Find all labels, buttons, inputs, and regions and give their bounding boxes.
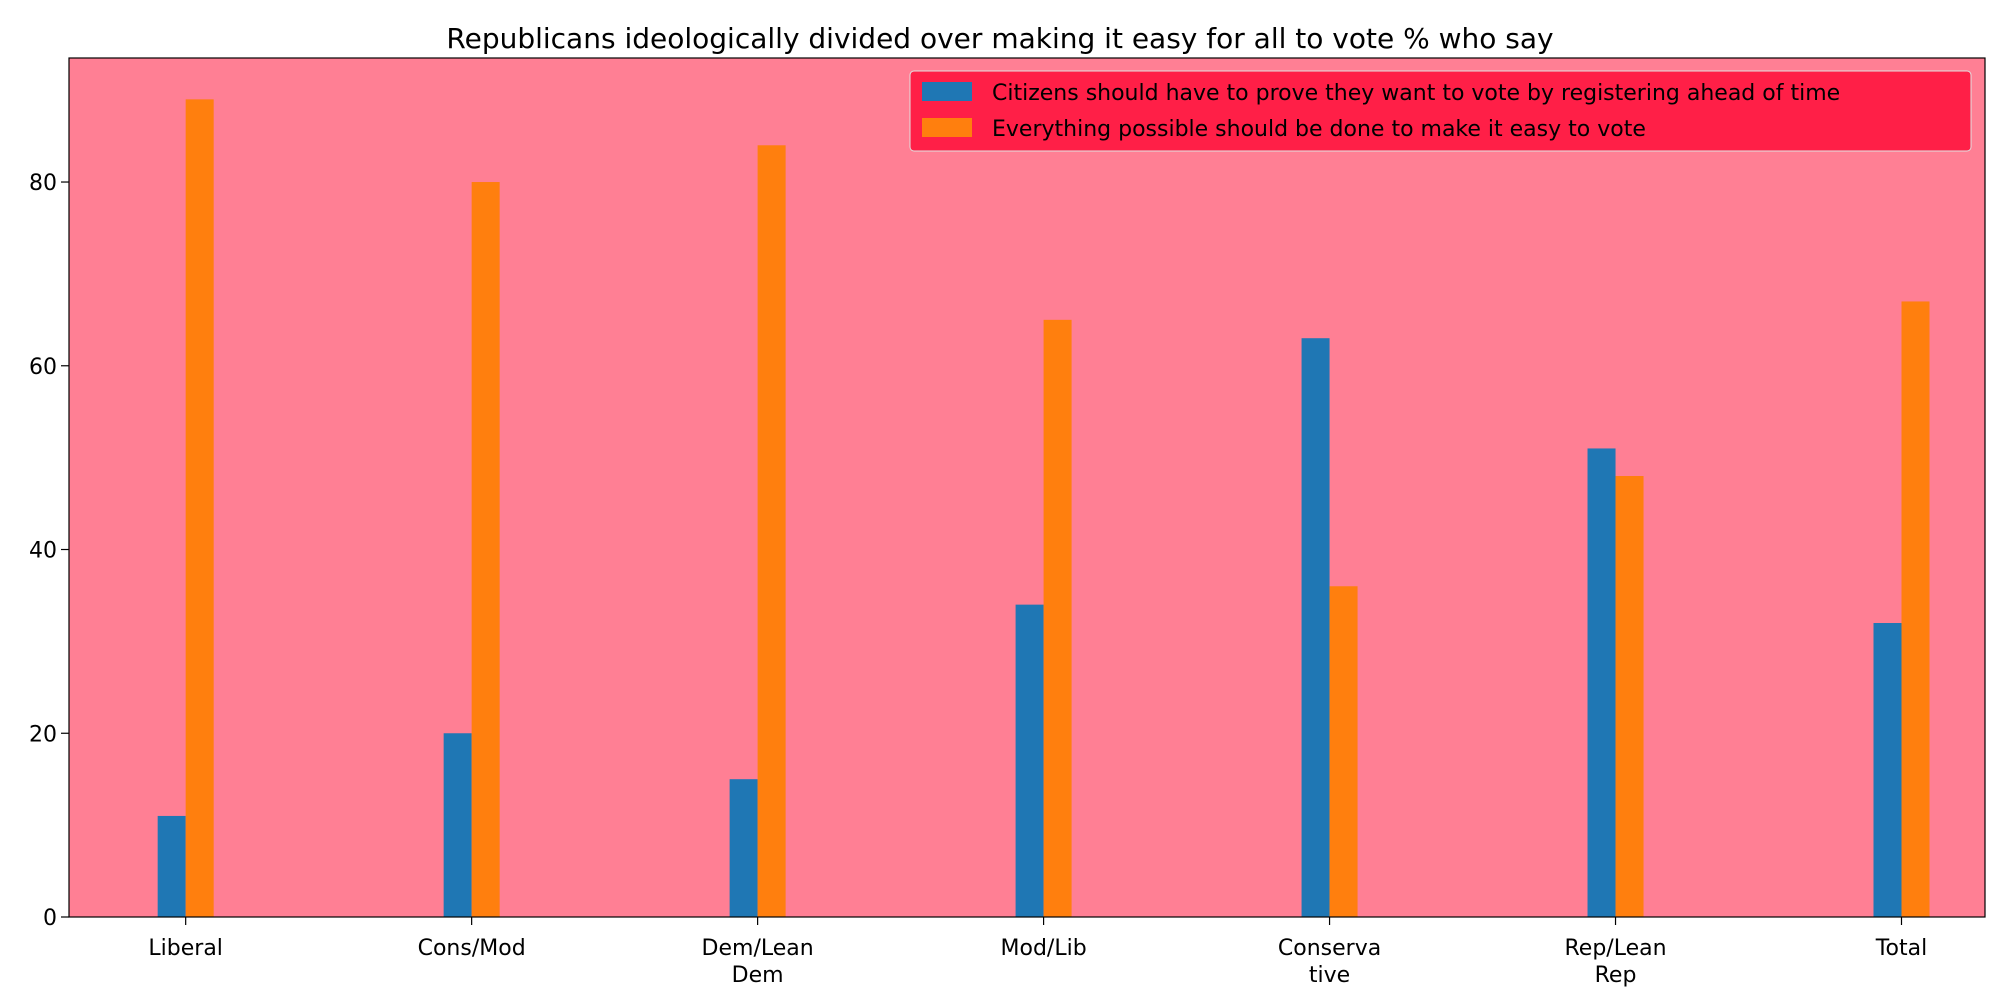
bar-make-easy-3 xyxy=(1044,320,1072,917)
x-tick-label: Liberal xyxy=(148,936,223,961)
x-tick-label: Rep/Lean xyxy=(1565,936,1667,961)
x-tick-label: Cons/Mod xyxy=(418,936,526,961)
bar-register-ahead-5 xyxy=(1588,448,1616,917)
y-tick-label: 60 xyxy=(29,355,57,380)
y-tick-label: 40 xyxy=(29,539,57,564)
bar-make-easy-0 xyxy=(186,99,214,917)
y-tick-label: 80 xyxy=(29,171,57,196)
bar-make-easy-1 xyxy=(472,182,500,917)
bar-register-ahead-2 xyxy=(730,779,758,917)
x-tick-label: Mod/Lib xyxy=(1001,936,1087,961)
bar-register-ahead-0 xyxy=(158,816,186,917)
legend-swatch xyxy=(922,82,972,101)
legend-swatch xyxy=(922,118,972,137)
bar-make-easy-5 xyxy=(1616,476,1644,917)
x-tick-label: Dem/Lean xyxy=(702,936,814,961)
x-tick-label: Dem xyxy=(732,963,784,988)
y-tick-label: 0 xyxy=(43,906,57,931)
bar-register-ahead-6 xyxy=(1873,623,1901,917)
x-tick-label: Total xyxy=(1875,936,1927,961)
y-tick-label: 20 xyxy=(29,722,57,747)
legend-label: Everything possible should be done to ma… xyxy=(992,117,1646,142)
legend-label: Citizens should have to prove they want … xyxy=(992,81,1840,106)
bar-register-ahead-1 xyxy=(444,733,472,917)
bar-make-easy-2 xyxy=(758,145,786,917)
bar-make-easy-4 xyxy=(1330,586,1358,917)
bar-make-easy-6 xyxy=(1901,301,1929,917)
legend: Citizens should have to prove they want … xyxy=(910,71,1971,151)
x-tick-label: Conserva xyxy=(1278,936,1381,961)
bar-register-ahead-3 xyxy=(1016,605,1044,917)
bar-register-ahead-4 xyxy=(1302,338,1330,917)
chart-title: Republicans ideologically divided over m… xyxy=(446,22,1553,55)
x-tick-label: tive xyxy=(1309,963,1350,988)
x-tick-label: Rep xyxy=(1595,963,1637,988)
